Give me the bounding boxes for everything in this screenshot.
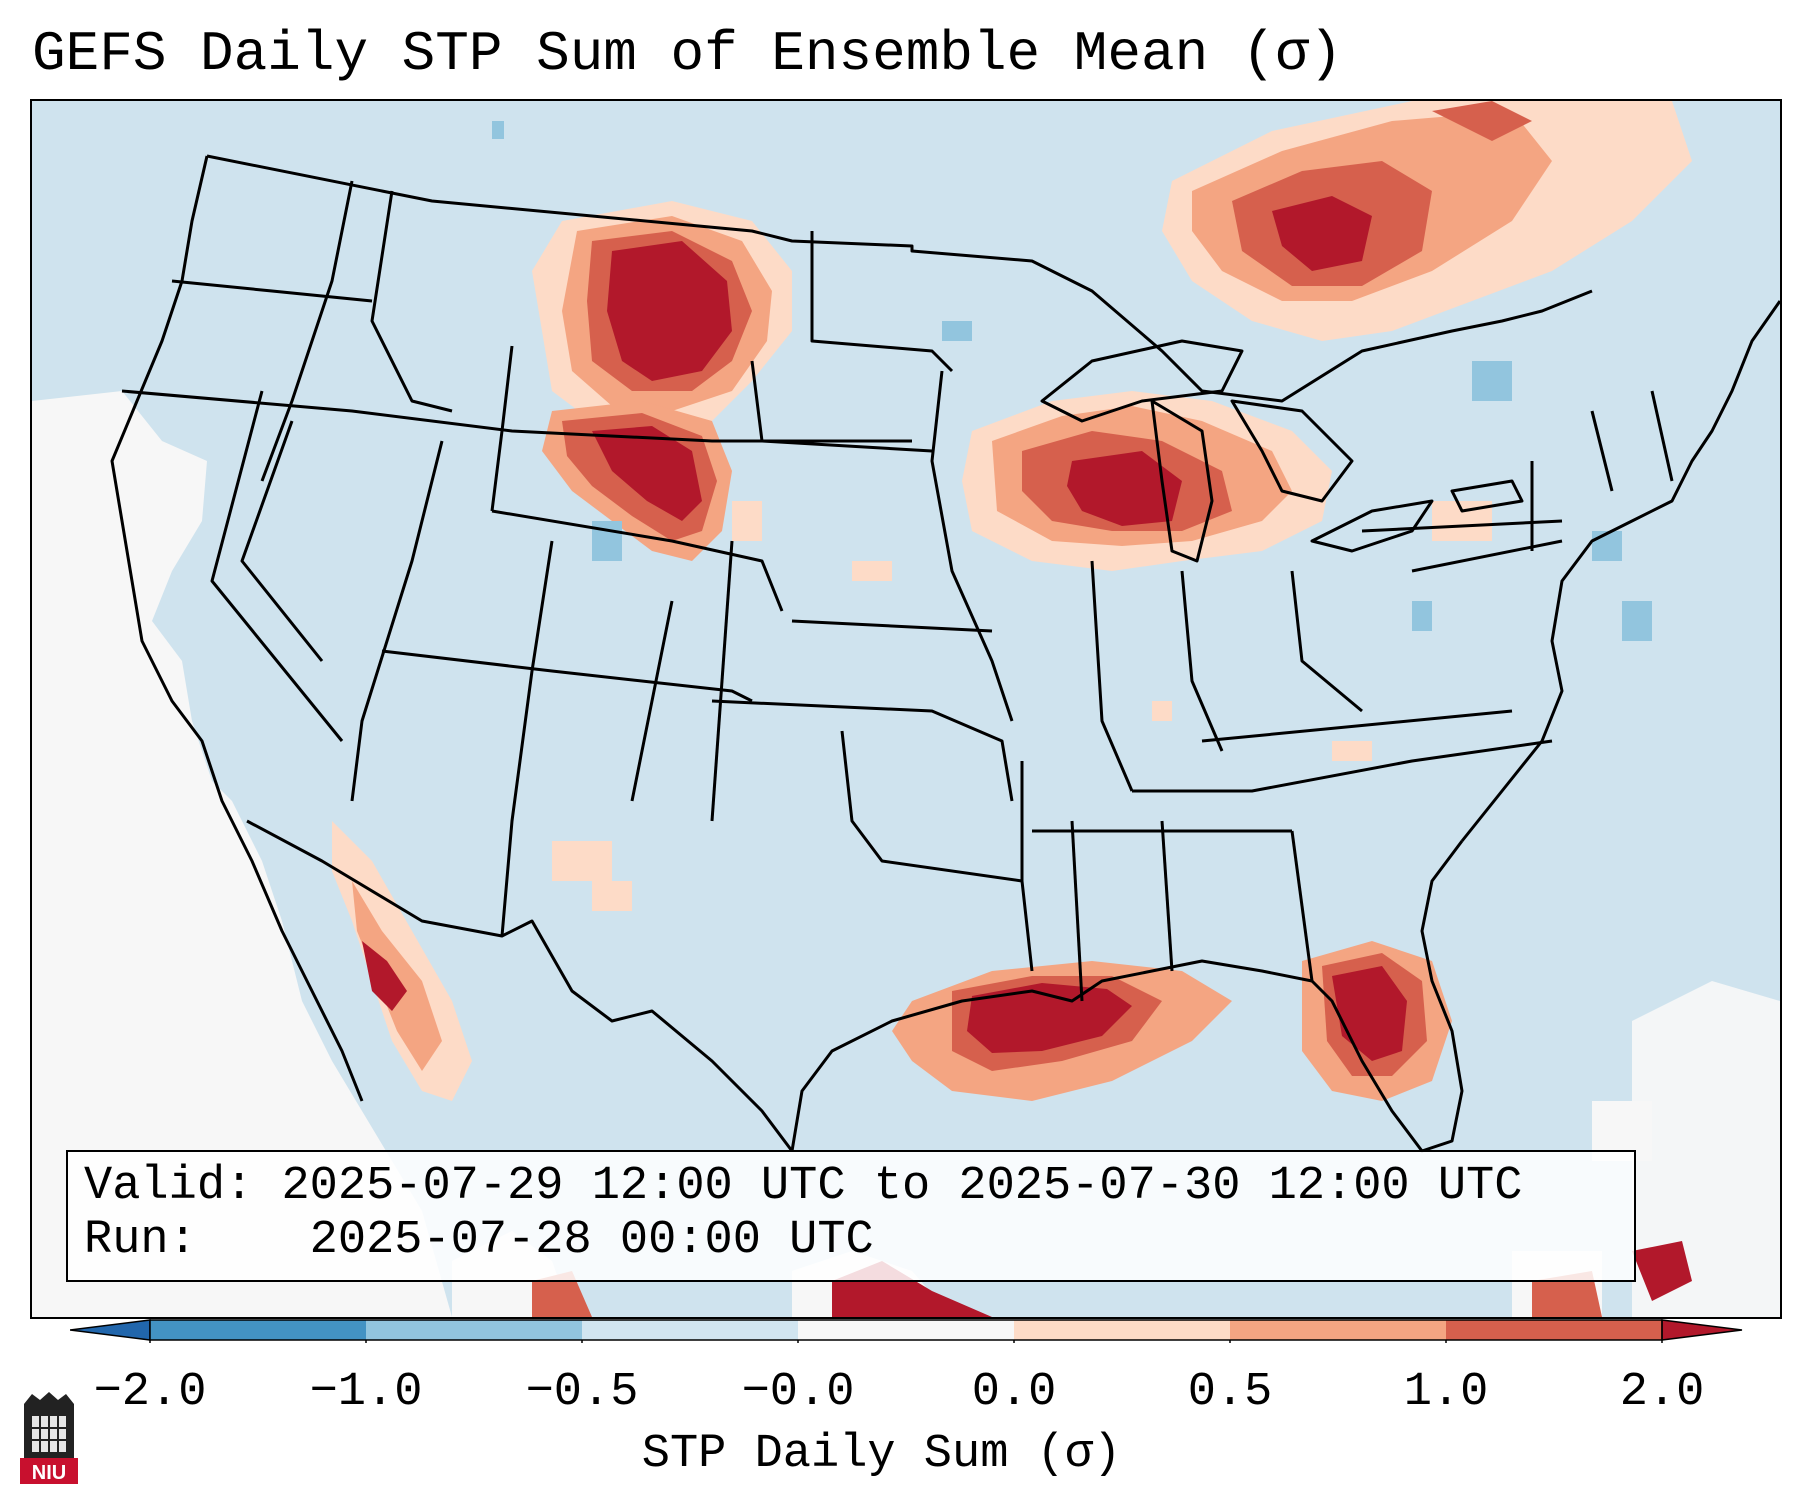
stp-region-wyoming bbox=[542, 401, 732, 561]
lake-michigan bbox=[1150, 399, 1214, 563]
lake-ontario bbox=[1450, 479, 1524, 513]
gulf-coast bbox=[790, 959, 1313, 1152]
colorbar-tick-label: 0.5 bbox=[1187, 1366, 1273, 1419]
map-panel bbox=[30, 99, 1782, 1319]
colorbar-over-extend bbox=[1661, 1319, 1743, 1341]
colorbar-tick-label: −2.0 bbox=[93, 1366, 207, 1419]
lake-huron bbox=[1230, 399, 1354, 503]
colorbar-bin bbox=[150, 1320, 367, 1340]
colorbar-bin bbox=[1446, 1320, 1663, 1340]
colorbar-bin bbox=[582, 1320, 799, 1340]
valid-value: 2025-07-29 12:00 UTC to 2025-07-30 12:00… bbox=[281, 1160, 1523, 1213]
colorbar-tick-label: 2.0 bbox=[1619, 1366, 1705, 1419]
run-line: Run: 2025-07-28 00:00 UTC bbox=[84, 1214, 874, 1267]
colorbar-bin bbox=[366, 1320, 583, 1340]
conus-map bbox=[32, 101, 1780, 1317]
florida bbox=[1310, 840, 1464, 1153]
colorbar-tick-label: −0.0 bbox=[741, 1366, 855, 1419]
stp-region-florida bbox=[1302, 941, 1452, 1101]
colorbar-frame bbox=[149, 1319, 1663, 1341]
colorbar-tick-label: 1.0 bbox=[1403, 1366, 1489, 1419]
lake-superior bbox=[1040, 339, 1244, 423]
mexico-border bbox=[246, 819, 794, 1152]
lake-erie bbox=[1310, 499, 1434, 553]
valid-time-box: Valid: 2025-07-29 12:00 UTC to 2025-07-3… bbox=[66, 1150, 1636, 1282]
niu-logo: NIU bbox=[20, 1392, 78, 1484]
west-coast bbox=[110, 155, 364, 1102]
colorbar bbox=[70, 1319, 1743, 1343]
valid-label: Valid: bbox=[84, 1160, 254, 1213]
colorbar-label: STP Daily Sum (σ) bbox=[641, 1428, 1122, 1481]
stp-region-caribbean bbox=[532, 1241, 1692, 1317]
stp-region-gulf-coast bbox=[892, 961, 1232, 1101]
run-value: 2025-07-28 00:00 UTC bbox=[309, 1214, 874, 1267]
stp-region-northern-plains bbox=[532, 201, 792, 431]
stp-region-ontario-quebec bbox=[1162, 101, 1692, 341]
east-coast bbox=[1460, 300, 1780, 842]
stp-region-sonora bbox=[332, 821, 472, 1101]
us-canada-border bbox=[206, 154, 1593, 403]
valid-line: Valid: 2025-07-29 12:00 UTC to 2025-07-3… bbox=[84, 1160, 1522, 1213]
colorbar-tick-label: −0.5 bbox=[525, 1366, 639, 1419]
colorbar-bin bbox=[1014, 1320, 1231, 1340]
colorbar-under-extend bbox=[70, 1319, 151, 1341]
colorbar-tick-label: 0.0 bbox=[971, 1366, 1057, 1419]
run-label: Run: bbox=[84, 1214, 197, 1267]
stp-region-upper-midwest bbox=[962, 391, 1332, 571]
svg-text:NIU: NIU bbox=[32, 1462, 66, 1484]
chart-title: GEFS Daily STP Sum of Ensemble Mean (σ) bbox=[32, 22, 1343, 86]
colorbar-bin bbox=[798, 1320, 1015, 1340]
colorbar-bin bbox=[1230, 1320, 1447, 1340]
stp-negative-patches bbox=[492, 121, 1652, 641]
colorbar-tick-label: −1.0 bbox=[309, 1366, 423, 1419]
map-borders bbox=[110, 154, 1780, 1153]
